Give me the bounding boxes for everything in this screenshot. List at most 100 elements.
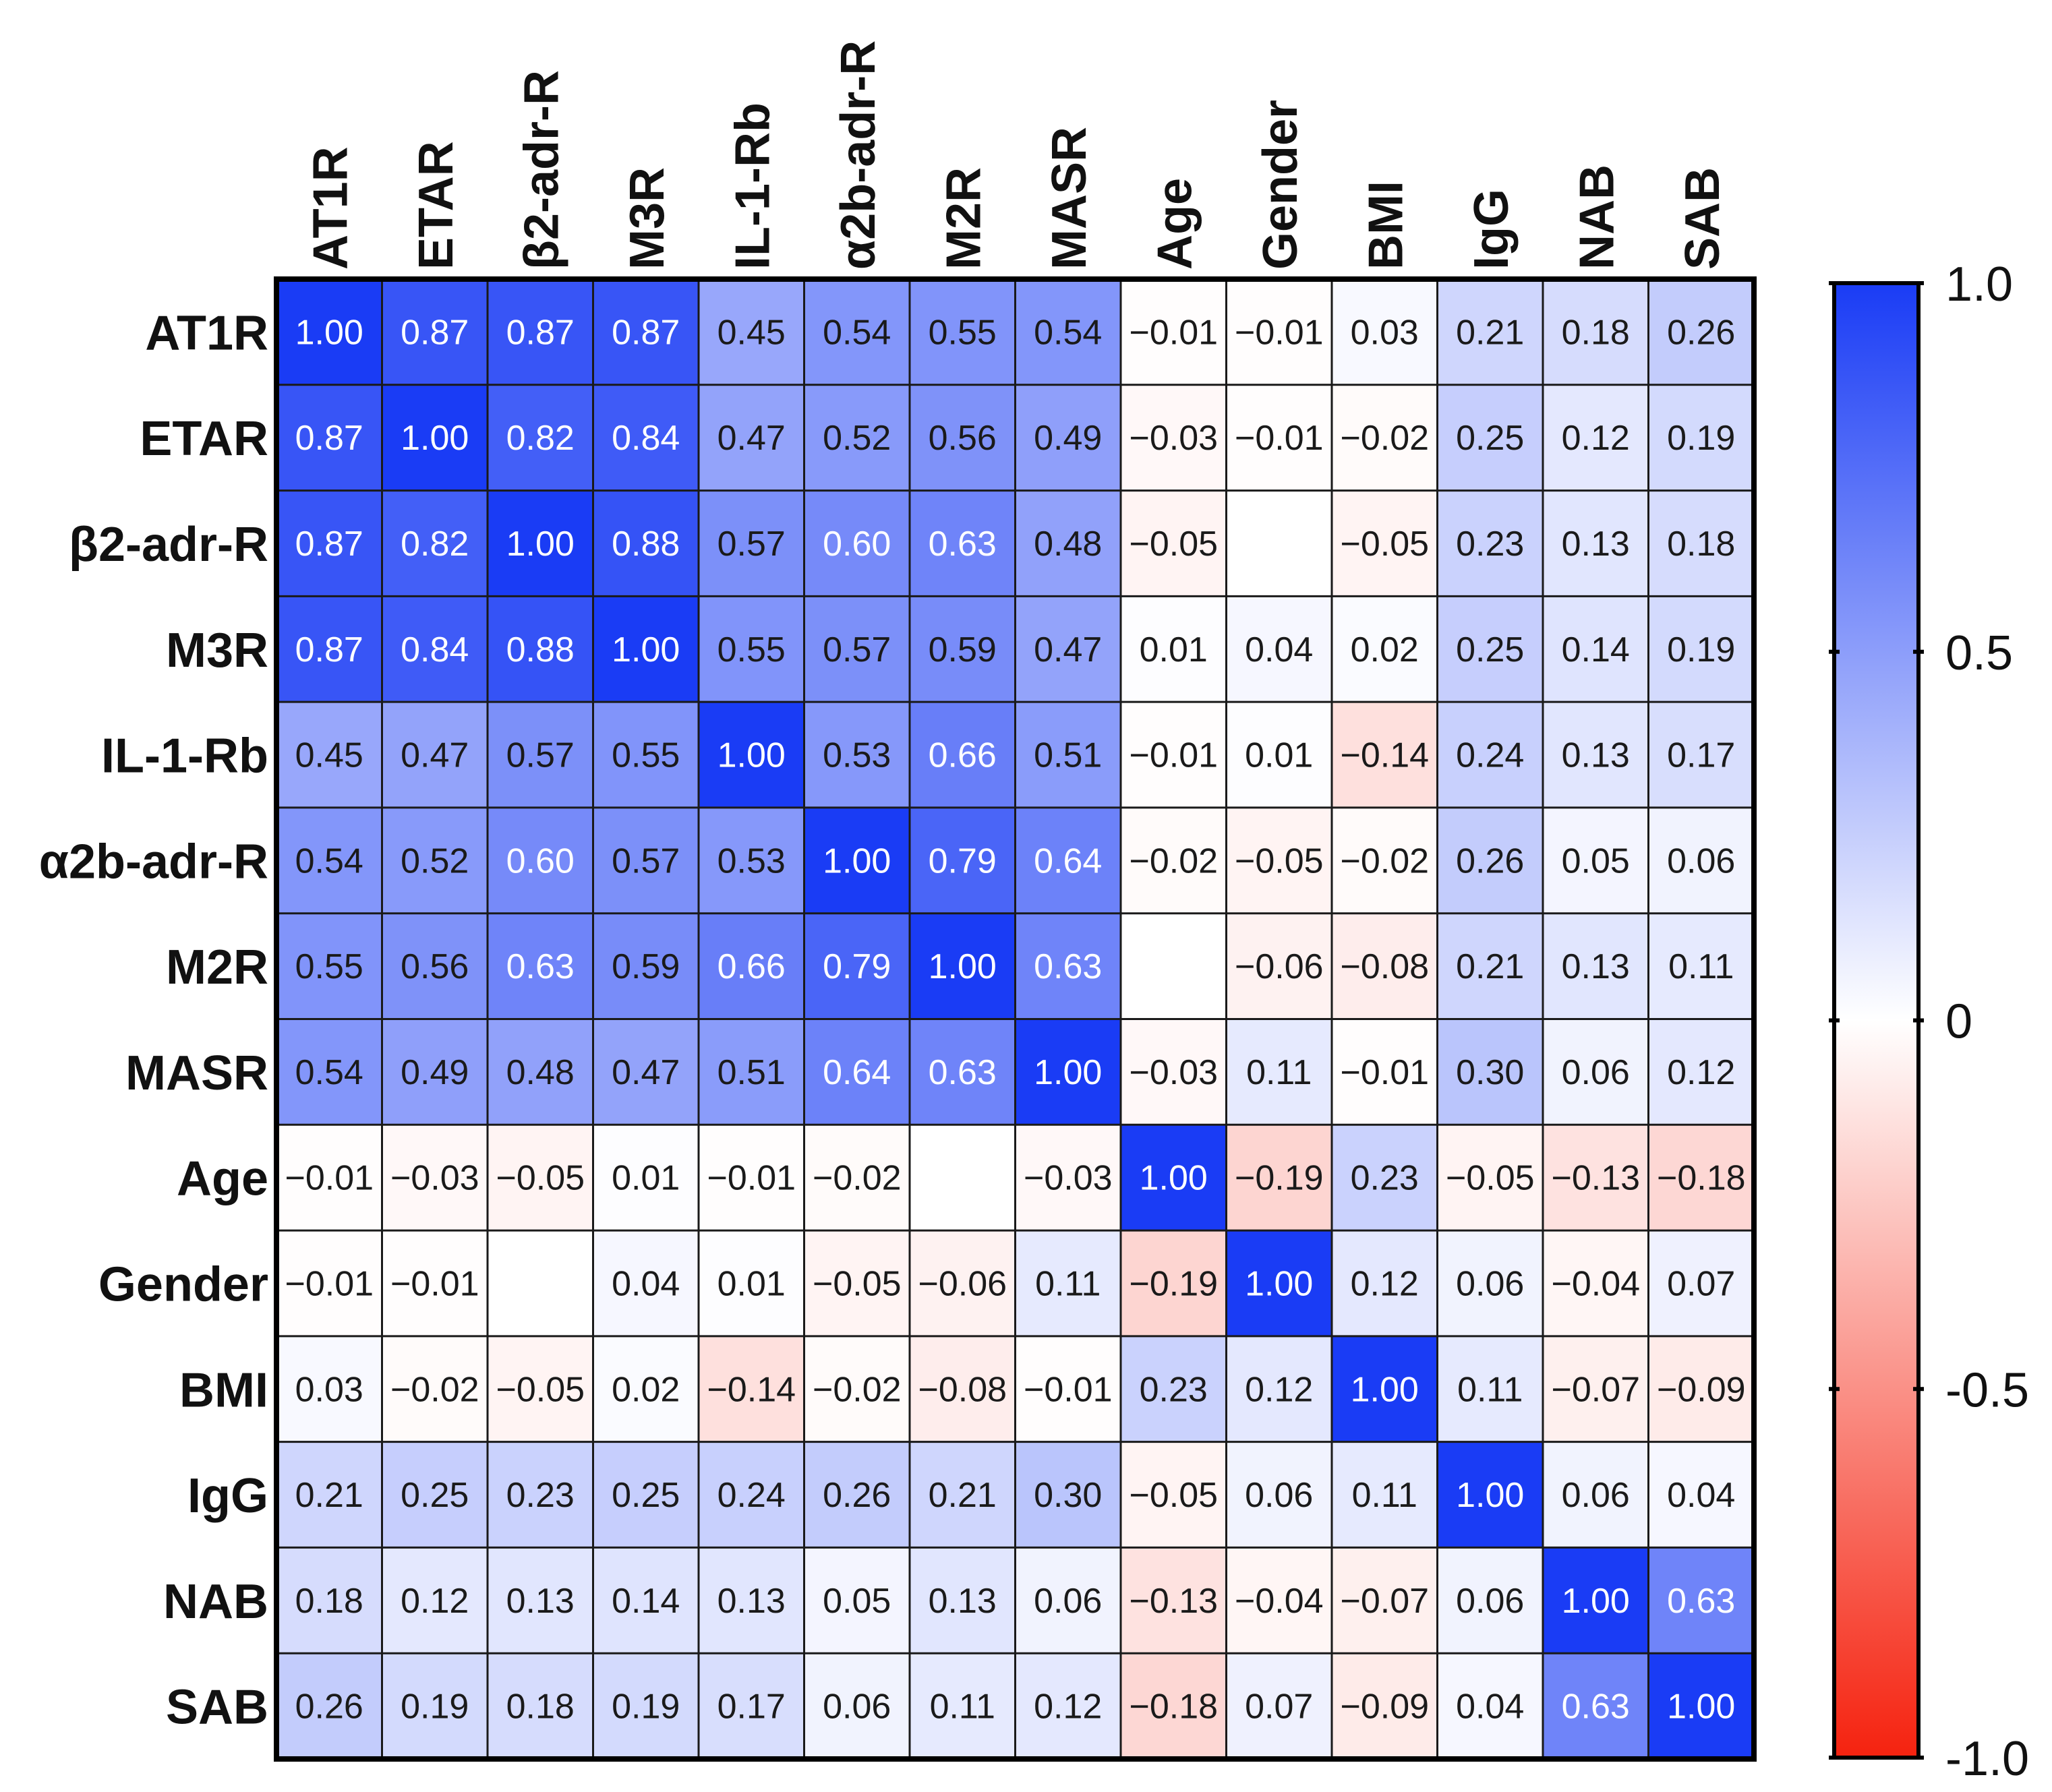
cell-value-label: 0.19 xyxy=(1667,630,1735,669)
cell-value-label: 0.11 xyxy=(930,1688,995,1727)
cell-value-label: 0.66 xyxy=(717,947,786,986)
cell-value-label: −0.04 xyxy=(1551,1264,1640,1303)
cell-value-label: 0.06 xyxy=(1456,1582,1524,1621)
heatmap-cell xyxy=(1226,913,1332,1019)
heatmap-cell xyxy=(1226,490,1332,597)
heatmap-cell xyxy=(593,384,699,491)
cell-value-label: 0.47 xyxy=(612,1053,680,1092)
heatmap-cell xyxy=(488,1230,593,1337)
cell-value-label: 0.23 xyxy=(1456,525,1524,564)
heatmap-cell xyxy=(1121,913,1227,1019)
column-label: IL-1-Rb xyxy=(726,102,780,270)
cell-value-label: 0.12 xyxy=(1562,419,1630,458)
cell-value-label: −0.05 xyxy=(496,1159,585,1198)
column-label: ETAR xyxy=(409,141,463,270)
cell-value-label: 1.00 xyxy=(1667,1688,1735,1727)
heatmap-cell xyxy=(804,913,910,1019)
heatmap-cell xyxy=(382,1547,488,1654)
heatmap-cell xyxy=(699,1230,804,1337)
heatmap-cell xyxy=(1543,490,1649,597)
heatmap-cell xyxy=(1437,279,1544,386)
heatmap-cell xyxy=(382,1019,488,1125)
column-label: M3R xyxy=(620,167,674,270)
heatmap-cell xyxy=(276,1019,382,1125)
cell-value-label: 0.56 xyxy=(929,419,997,458)
cell-value-label: 0.54 xyxy=(823,313,891,352)
heatmap-cell xyxy=(1015,807,1121,914)
cell-value-label: 0.66 xyxy=(929,736,997,775)
cell-value-label: 0.87 xyxy=(506,313,575,352)
cell-value-label: 0.63 xyxy=(929,1053,997,1092)
cell-value-label: 0.21 xyxy=(295,1476,363,1515)
heatmap-cell xyxy=(1437,596,1544,703)
heatmap-cell xyxy=(488,279,593,386)
heatmap-cell xyxy=(1437,1547,1544,1654)
cell-value-label: 0.59 xyxy=(929,630,997,669)
row-label: Gender xyxy=(98,1257,268,1311)
cell-value-label: −0.05 xyxy=(1446,1159,1535,1198)
cell-value-label: −0.08 xyxy=(1340,947,1429,986)
cell-value-label: 0.06 xyxy=(1034,1582,1102,1621)
heatmap-cell xyxy=(1015,1336,1121,1443)
heatmap-cell xyxy=(1437,1336,1544,1443)
cell-value-label: 0.21 xyxy=(1456,313,1524,352)
row-label: AT1R xyxy=(145,306,268,360)
heatmap-cell xyxy=(1332,1019,1438,1125)
heatmap-cell xyxy=(699,384,804,491)
cell-value-label: −0.01 xyxy=(285,1264,374,1303)
heatmap-cell xyxy=(1648,596,1755,703)
heatmap-border xyxy=(274,276,1757,1762)
heatmap-cell xyxy=(593,1336,699,1443)
cell-value-label: 0.18 xyxy=(1667,525,1735,564)
cell-value-label: 0.04 xyxy=(1456,1688,1524,1727)
cell-value-label: −0.19 xyxy=(1235,1159,1324,1198)
cell-value-label: 0.13 xyxy=(1562,736,1630,775)
cell-value-label: 1.00 xyxy=(612,630,680,669)
heatmap-cell xyxy=(804,1230,910,1337)
colorbar-tick-label: 1.0 xyxy=(1945,258,2013,311)
cell-value-label: 0.21 xyxy=(929,1476,997,1515)
cell-value-label: 0.63 xyxy=(929,525,997,564)
heatmap-cell xyxy=(1332,490,1438,597)
cell-value-label: 0.63 xyxy=(1667,1582,1735,1621)
heatmap-cell xyxy=(276,702,382,808)
cell-value-label: 0.18 xyxy=(1562,313,1630,352)
cell-value-label: −0.18 xyxy=(1129,1688,1218,1727)
heatmap-cell xyxy=(488,1653,593,1760)
heatmap-cell xyxy=(1648,1019,1755,1125)
column-label: Gender xyxy=(1254,100,1308,270)
column-label: IgG xyxy=(1465,189,1519,270)
cell-value-label: 0.57 xyxy=(506,736,575,775)
heatmap-cell xyxy=(699,702,804,808)
cell-value-label: 0.04 xyxy=(1667,1476,1735,1515)
cell-value-label: 0.01 xyxy=(1140,630,1208,669)
heatmap-cell xyxy=(593,702,699,808)
heatmap-cell xyxy=(804,490,910,597)
heatmap-cell xyxy=(1121,384,1227,491)
cell-value-label: 0.13 xyxy=(929,1582,997,1621)
row-label: M3R xyxy=(166,624,268,678)
heatmap-cell xyxy=(1226,384,1332,491)
cell-value-label: 0.87 xyxy=(295,419,363,458)
heatmap-cell xyxy=(1332,1441,1438,1548)
cell-value-label: 0.57 xyxy=(717,525,786,564)
cell-value-label: 0.26 xyxy=(823,1476,891,1515)
cell-value-label: −0.09 xyxy=(1340,1688,1429,1727)
heatmap-cell xyxy=(382,1336,488,1443)
cell-value-label: 0.47 xyxy=(717,419,786,458)
heatmap-cell xyxy=(276,913,382,1019)
heatmap-cell xyxy=(1332,384,1438,491)
heatmap-cell xyxy=(1121,1019,1227,1125)
heatmap-cell xyxy=(910,279,1016,386)
heatmap-cell xyxy=(488,807,593,914)
cell-value-label: 0.49 xyxy=(401,1053,469,1092)
cell-value-label: −0.06 xyxy=(918,1264,1007,1303)
heatmap-cell xyxy=(1648,1653,1755,1760)
cell-value-label: −0.05 xyxy=(1340,525,1429,564)
cell-value-label: −0.03 xyxy=(1024,1159,1113,1198)
cell-value-label: 0.19 xyxy=(401,1688,469,1727)
cell-value-label: 1.00 xyxy=(506,525,575,564)
heatmap-cell xyxy=(804,1019,910,1125)
heatmap-cell xyxy=(1015,490,1121,597)
